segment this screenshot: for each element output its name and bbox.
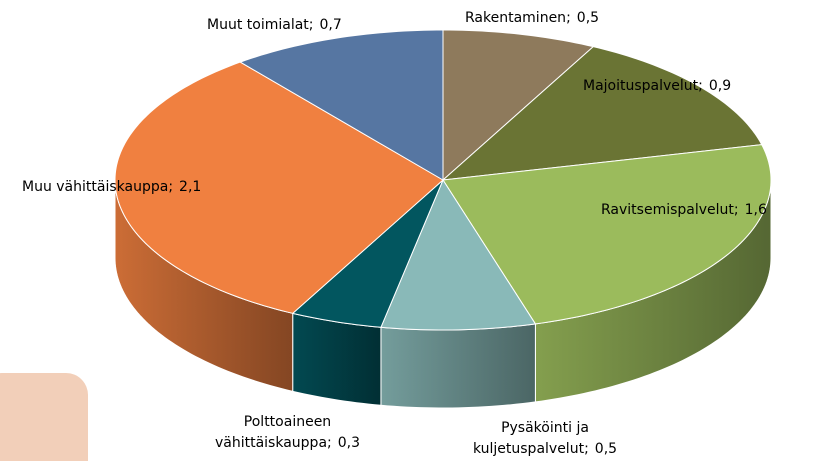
data-label: Muu vähittäiskauppa; 2,1 bbox=[22, 177, 201, 198]
slice bbox=[441, 46, 763, 181]
slice-side bbox=[292, 312, 382, 406]
category-name: Majoituspalvelut bbox=[583, 78, 699, 94]
separator: ; bbox=[584, 441, 589, 457]
category-name: Pysäköinti ja kuljetuspalvelut bbox=[472, 420, 589, 457]
data-label: Rakentaminen; 0,5 bbox=[465, 8, 599, 29]
category-name: Rakentaminen bbox=[465, 10, 567, 26]
separator: ; bbox=[698, 78, 703, 94]
value-label: 0,7 bbox=[319, 17, 342, 33]
category-name: Ravitsemispalvelut bbox=[601, 202, 734, 218]
category-name: Polttoaineen vähittäiskauppa bbox=[214, 414, 332, 451]
value-label: 0,5 bbox=[576, 10, 600, 26]
slice-side bbox=[380, 323, 536, 409]
separator: ; bbox=[733, 202, 739, 218]
category-name: Muut toimialat bbox=[207, 17, 309, 33]
value-label: 0,5 bbox=[594, 441, 618, 457]
value-label: 1,6 bbox=[744, 202, 767, 218]
value-label: 2,1 bbox=[179, 179, 202, 195]
slice bbox=[291, 179, 444, 328]
separator: ; bbox=[168, 179, 174, 195]
slice bbox=[442, 144, 772, 325]
data-label: Muut toimialat; 0,7 bbox=[207, 15, 342, 36]
value-label: 0,9 bbox=[708, 78, 732, 94]
slice bbox=[239, 29, 444, 181]
category-name: Muu vähittäiskauppa bbox=[22, 179, 169, 195]
decoration bbox=[0, 373, 88, 461]
data-label: Ravitsemispalvelut; 1,6 bbox=[601, 200, 767, 221]
separator: ; bbox=[308, 17, 314, 33]
slice bbox=[380, 178, 537, 331]
data-label: Majoituspalvelut; 0,9 bbox=[583, 76, 731, 97]
slice bbox=[114, 61, 444, 314]
separator: ; bbox=[566, 10, 571, 26]
data-label: Pysäköinti ja kuljetuspalvelut; 0,5 bbox=[440, 418, 650, 460]
data-label: Polttoaineen vähittäiskauppa; 0,3 bbox=[190, 412, 385, 454]
separator: ; bbox=[327, 435, 332, 451]
value-label: 0,3 bbox=[337, 435, 361, 451]
slice bbox=[442, 29, 595, 182]
